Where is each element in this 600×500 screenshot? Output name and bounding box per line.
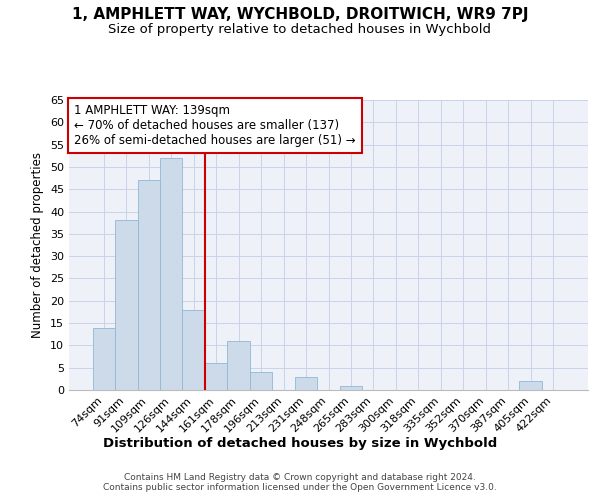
Bar xyxy=(295,376,317,390)
Bar xyxy=(227,341,250,390)
Bar xyxy=(137,180,160,390)
Bar xyxy=(115,220,137,390)
Text: Distribution of detached houses by size in Wychbold: Distribution of detached houses by size … xyxy=(103,438,497,450)
Bar xyxy=(160,158,182,390)
Bar xyxy=(205,363,227,390)
Bar xyxy=(182,310,205,390)
Text: 1, AMPHLETT WAY, WYCHBOLD, DROITWICH, WR9 7PJ: 1, AMPHLETT WAY, WYCHBOLD, DROITWICH, WR… xyxy=(72,8,528,22)
Bar xyxy=(250,372,272,390)
Bar xyxy=(520,381,542,390)
Bar xyxy=(340,386,362,390)
Text: Size of property relative to detached houses in Wychbold: Size of property relative to detached ho… xyxy=(109,22,491,36)
Bar xyxy=(92,328,115,390)
Text: 1 AMPHLETT WAY: 139sqm
← 70% of detached houses are smaller (137)
26% of semi-de: 1 AMPHLETT WAY: 139sqm ← 70% of detached… xyxy=(74,104,356,148)
Text: Contains HM Land Registry data © Crown copyright and database right 2024.
Contai: Contains HM Land Registry data © Crown c… xyxy=(103,472,497,492)
Y-axis label: Number of detached properties: Number of detached properties xyxy=(31,152,44,338)
